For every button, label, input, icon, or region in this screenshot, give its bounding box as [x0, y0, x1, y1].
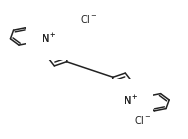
Text: $\mathregular{Cl^-}$: $\mathregular{Cl^-}$: [133, 114, 152, 126]
Text: $\mathregular{N^+}$: $\mathregular{N^+}$: [123, 94, 139, 107]
Text: $\mathregular{N^+}$: $\mathregular{N^+}$: [41, 32, 56, 45]
Text: $\mathregular{Cl^-}$: $\mathregular{Cl^-}$: [80, 13, 98, 25]
Text: $\mathregular{N^+}$: $\mathregular{N^+}$: [123, 94, 139, 107]
Text: $\mathregular{N^+}$: $\mathregular{N^+}$: [41, 32, 56, 45]
